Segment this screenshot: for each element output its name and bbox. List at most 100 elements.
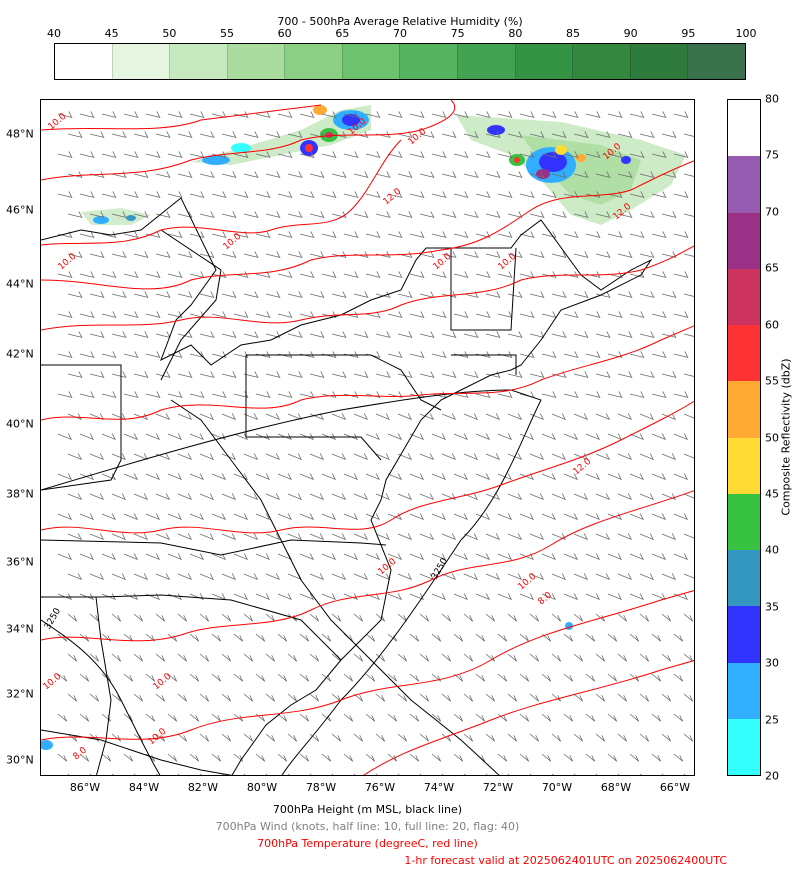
wind-barb xyxy=(529,653,540,662)
wind-barb xyxy=(287,413,303,421)
reflectivity-tick-label: 65 xyxy=(765,261,779,275)
wind-barb xyxy=(375,171,391,178)
wind-barb xyxy=(617,773,620,775)
wind-barb xyxy=(167,351,183,358)
wind-barb xyxy=(475,713,486,722)
wind-barb xyxy=(683,333,694,337)
wind-barb xyxy=(431,633,442,642)
wind-barb xyxy=(639,413,655,421)
coastlines-borders xyxy=(41,197,653,775)
wind-barb xyxy=(431,553,447,561)
wind-barb xyxy=(639,131,655,138)
wind-barb xyxy=(221,211,237,218)
wind-barb xyxy=(331,251,347,258)
wind-barb xyxy=(199,533,215,541)
wind-barb xyxy=(89,613,100,622)
wind-barb xyxy=(111,251,127,258)
wind-barb xyxy=(529,773,532,775)
wind-barb xyxy=(441,653,452,662)
wind-barb xyxy=(265,773,268,775)
wind-barb xyxy=(199,291,215,298)
longitude-label: 86°W xyxy=(69,781,101,794)
wind-barb xyxy=(529,693,540,702)
reflectivity-colorbar-segment xyxy=(728,493,760,550)
wind-barb xyxy=(221,733,232,742)
humidity-colorbar-segment xyxy=(111,44,170,79)
wind-barb xyxy=(277,311,293,318)
wind-barb xyxy=(343,151,359,158)
temperature-contour-label: 8.0 xyxy=(537,590,555,607)
wind-barb xyxy=(111,613,122,622)
wind-barb xyxy=(497,231,513,238)
map-panel: 10.0 10.0 12.0 10.0 10.0 10.0 10.0 12.0 10.0 10.0… xyxy=(40,99,695,776)
wind-barb xyxy=(563,311,579,318)
wind-barb xyxy=(199,773,202,775)
wind-barb xyxy=(101,391,117,398)
wind-barb xyxy=(541,191,557,198)
wind-barb xyxy=(365,593,381,601)
wind-barb xyxy=(463,131,479,138)
wind-barb xyxy=(441,573,457,581)
wind-barb xyxy=(639,331,655,338)
wind-barb xyxy=(57,513,73,521)
reflectivity-colorbar-segment xyxy=(728,100,760,157)
wind-barb xyxy=(155,493,171,501)
wind-barb xyxy=(331,171,347,178)
wind-barb xyxy=(453,191,469,198)
wind-barb xyxy=(419,251,435,258)
wind-barb xyxy=(365,111,381,118)
wind-barb xyxy=(177,371,193,378)
wind-barb xyxy=(431,191,447,198)
wind-barb xyxy=(299,271,315,278)
wind-barb xyxy=(89,371,105,378)
wind-barb xyxy=(497,593,513,601)
map-canvas: 10.0 10.012.010.010.010.010.012.010.0 10.0… xyxy=(41,100,694,775)
wind-barb xyxy=(189,753,200,762)
wind-barb xyxy=(475,633,486,642)
wind-barb xyxy=(79,231,95,238)
wind-barb xyxy=(133,171,149,178)
wind-barb xyxy=(441,493,457,501)
wind-barb xyxy=(485,493,501,501)
wind-barb xyxy=(123,633,134,642)
wind-barb xyxy=(519,351,535,358)
wind-barb xyxy=(189,391,205,398)
wind-barb xyxy=(123,673,134,682)
wind-barb xyxy=(563,673,574,682)
wind-barb xyxy=(343,513,359,521)
wind-barb xyxy=(353,733,364,742)
height-contours xyxy=(41,389,542,775)
wind-barb xyxy=(387,351,403,358)
wind-barb xyxy=(387,231,403,238)
humidity-colorbar-segment xyxy=(341,44,400,79)
wind-barb xyxy=(573,331,589,338)
wind-barb xyxy=(573,251,589,258)
wind-barb xyxy=(145,513,161,521)
wind-barb xyxy=(309,613,320,622)
wind-barb xyxy=(111,291,127,298)
wind-barb xyxy=(321,231,337,238)
reflectivity-tick-label: 40 xyxy=(765,543,779,557)
wind-barb xyxy=(111,733,122,742)
wind-barb xyxy=(79,713,90,722)
wind-barb xyxy=(309,131,325,138)
wind-barb xyxy=(321,513,337,521)
humidity-colorbar-segment xyxy=(514,44,573,79)
wind-barb xyxy=(167,473,183,481)
humidity-tick-label: 60 xyxy=(277,27,292,40)
wind-barb xyxy=(67,773,70,775)
wind-barb xyxy=(397,251,413,258)
wind-barb xyxy=(617,131,633,138)
wind-barb xyxy=(233,231,249,238)
wind-barb xyxy=(299,513,315,521)
longitude-label: 76°W xyxy=(364,781,396,794)
wind-barb xyxy=(265,331,281,338)
wind-barb xyxy=(409,151,425,158)
wind-barb xyxy=(243,251,259,258)
wind-barb xyxy=(551,171,567,178)
wind-barb xyxy=(629,311,645,318)
wind-barb xyxy=(551,493,567,501)
wind-barb xyxy=(177,693,188,702)
wind-barb xyxy=(661,613,672,622)
wind-barb xyxy=(265,171,281,178)
